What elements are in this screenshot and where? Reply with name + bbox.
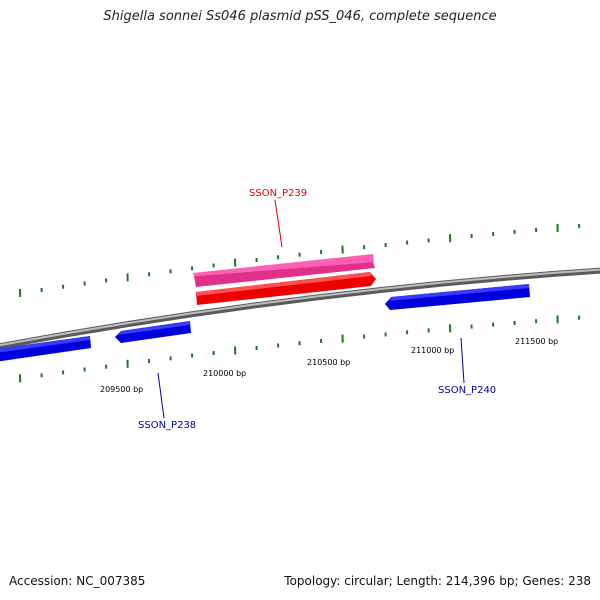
inner-tick-ring — [19, 315, 581, 383]
scale-label: 210000 bp — [203, 369, 246, 378]
gene-label-SSON_P240: SSON_P240 — [438, 385, 496, 396]
gene-SSON_P239-top — [196, 272, 372, 296]
leader-line-SSON_P238 — [157, 372, 165, 419]
scale-label: 211500 bp — [515, 337, 558, 346]
plasmid-backbone-highlight — [0, 268, 600, 347]
leader-line-SSON_P240 — [460, 337, 465, 384]
gene-feature-pink[interactable] — [194, 262, 375, 287]
gene-label-SSON_P238: SSON_P238 — [138, 420, 196, 431]
topology-summary: Topology: circular; Length: 214,396 bp; … — [284, 574, 591, 588]
gene-SSON_P240-top — [388, 284, 529, 301]
scale-label: 209500 bp — [100, 385, 143, 394]
gene-SSON_P238-top — [118, 321, 190, 335]
gene-feature-pink-top — [193, 254, 374, 276]
outer-tick-ring — [19, 223, 581, 298]
scale-label: 210500 bp — [307, 358, 350, 367]
map-title: Shigella sonnei Ss046 plasmid pSS_046, c… — [103, 9, 497, 24]
accession-text: Accession: NC_007385 — [9, 574, 146, 588]
gene-reverse-left-top — [0, 336, 90, 353]
gene-label-SSON_P239: SSON_P239 — [249, 188, 307, 199]
scale-label: 211000 bp — [411, 346, 454, 355]
leader-line-SSON_P239 — [274, 199, 283, 248]
